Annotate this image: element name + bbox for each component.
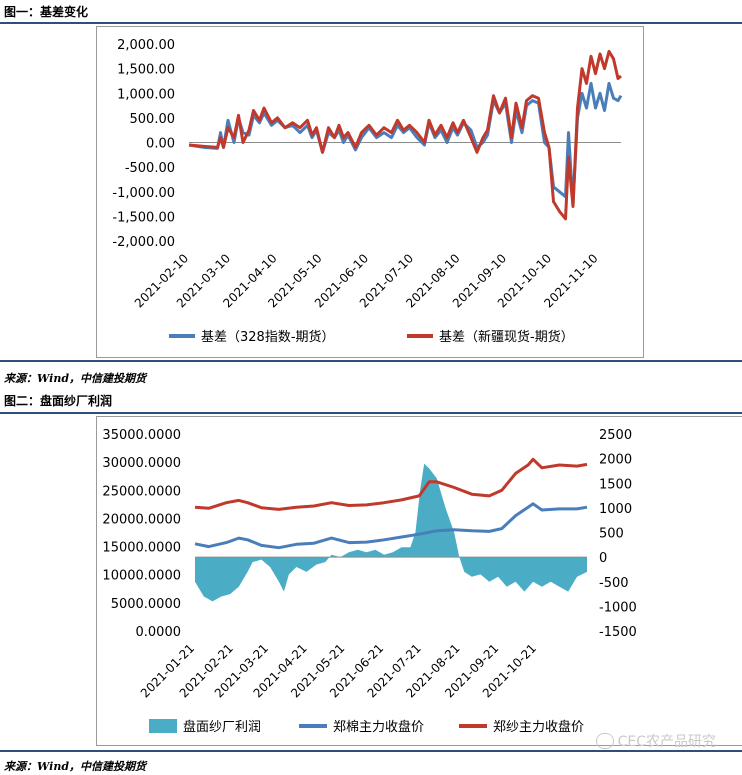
watermark: CEC农产品研究: [595, 731, 716, 751]
wechat-icon: [595, 733, 614, 749]
y-left-tick-label: 25000.0000: [102, 484, 181, 499]
y-right-tick-label: -1000: [599, 600, 637, 615]
y-left-tick-label: 10000.0000: [102, 569, 181, 584]
basis-chart: 2,000.00 1,500.00 1,000.00 500.00 0.00 -500.0…: [112, 38, 623, 345]
y-right-tick-label: 1500: [599, 477, 632, 492]
figure2-top-rule: [0, 412, 742, 414]
figure1-title: 图一：基差变化: [4, 5, 89, 19]
y-left-tick-label: 5000.0000: [111, 597, 181, 612]
y-right-tick-label: 1000: [599, 502, 632, 517]
y-tick-label: 1,500.00: [117, 63, 175, 78]
y-right-tick-label: 500: [599, 527, 624, 542]
y-right-tick-label: -500: [599, 576, 629, 591]
figure2-bottom-rule: [0, 750, 742, 752]
series-area-mill-profit: [195, 463, 587, 602]
series-line-cotton-close: [194, 502, 588, 550]
basis-chart-frame: 2,000.00 1,500.00 1,000.00 500.00 0.00 -500.0…: [96, 26, 644, 358]
y-tick-label: 0.00: [146, 137, 175, 152]
series-line-xinjiang-basis: [188, 49, 622, 221]
figure2-title: 图二：盘面纱厂利润: [4, 394, 113, 408]
profit-chart: 35000.000030000.000025000.000020000.0000…: [102, 428, 637, 735]
watermark-text: CEC农产品研究: [617, 734, 716, 750]
y-right-tick-label: 0: [599, 551, 607, 566]
y-left-tick-label: 20000.0000: [102, 512, 181, 527]
y-tick-label: -500.00: [125, 161, 175, 176]
y-tick-label: 1,000.00: [117, 87, 175, 102]
y-left-tick-label: 35000.0000: [102, 428, 181, 443]
legend-label: 基差（328指数-期货）: [201, 329, 335, 345]
figure2-source: 来源：Wind，中信建投期货: [4, 760, 147, 773]
y-left-tick-label: 30000.0000: [102, 456, 181, 471]
legend-swatch: [149, 719, 177, 733]
series-line-328-basis: [188, 81, 623, 206]
y-tick-label: -1,000.00: [112, 186, 175, 201]
legend-label: 基差（新疆现货-期货）: [439, 329, 574, 345]
y-tick-label: -1,500.00: [112, 210, 175, 225]
legend-label: 郑棉主力收盘价: [333, 719, 424, 735]
y-tick-label: -2,000.00: [112, 235, 175, 250]
y-right-tick-label: -1500: [599, 625, 637, 640]
y-tick-label: 500.00: [130, 112, 176, 127]
figure1-top-rule: [0, 22, 742, 24]
y-tick-label: 2,000.00: [117, 38, 175, 53]
y-right-tick-label: 2500: [599, 428, 632, 443]
legend-label: 盘面纱厂利润: [183, 719, 261, 735]
series-line-yarn-close: [194, 457, 588, 511]
legend-label: 郑纱主力收盘价: [493, 719, 584, 735]
figure1-bottom-rule: [0, 360, 742, 362]
figure1-source: 来源：Wind，中信建投期货: [4, 372, 147, 385]
y-left-tick-label: 15000.0000: [102, 541, 181, 556]
y-right-tick-label: 2000: [599, 453, 632, 468]
y-left-tick-label: 0.0000: [136, 625, 182, 640]
profit-chart-frame: 35000.0000 30000.0000 25000.0000 20000.0000…: [96, 416, 742, 746]
